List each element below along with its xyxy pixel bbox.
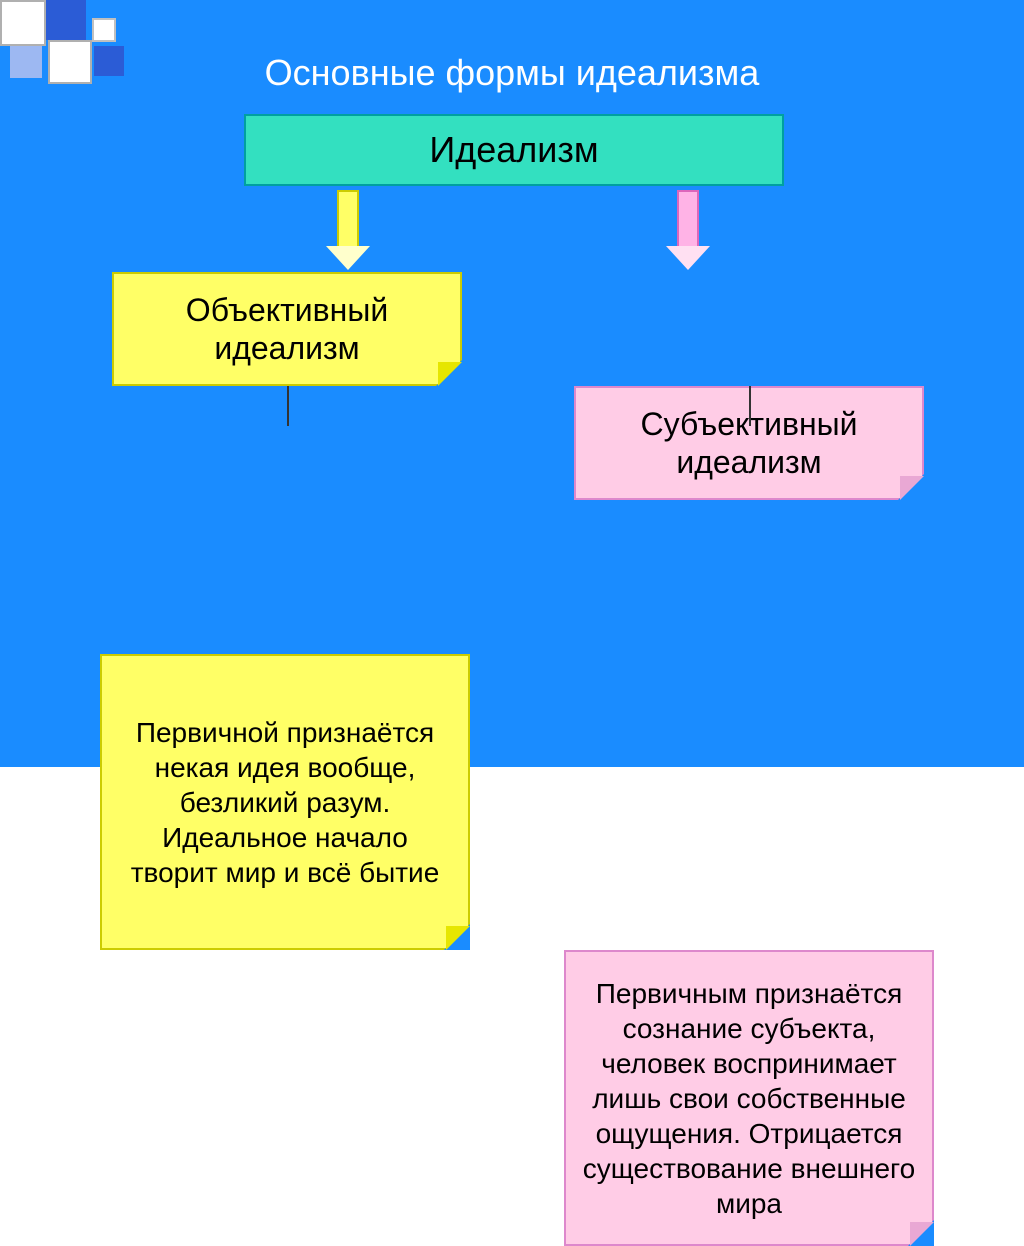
paper-fold-icon [446,926,470,950]
deco-square [92,18,116,42]
root-label: Идеализм [429,129,598,171]
arrow-shaft [337,190,359,246]
arrow-left [326,190,370,270]
arrow-right [666,190,710,270]
branch-label: Объективный идеализм [186,291,388,368]
slide-title: Основные формы идеализма [0,52,1024,94]
description-subjective: Первичным признаётся сознание субъекта, … [564,950,934,1246]
description-objective: Первичной признаётся некая идея вообще, … [100,654,470,950]
paper-fold-icon [910,1222,934,1246]
paper-fold-icon [438,362,462,386]
description-text: Первичным признаётся сознание субъекта, … [582,976,916,1221]
root-node: Идеализм [244,114,784,186]
arrow-head-icon [666,246,710,270]
description-text: Первичной признаётся некая идея вообще, … [118,715,452,890]
branch-objective: Объективный идеализм [112,272,462,386]
deco-square [0,0,46,46]
deco-square [46,0,86,40]
arrow-shaft [677,190,699,246]
connector-right [749,386,751,426]
arrow-head-icon [326,246,370,270]
connector-left [287,386,289,426]
paper-fold-icon [900,476,924,500]
